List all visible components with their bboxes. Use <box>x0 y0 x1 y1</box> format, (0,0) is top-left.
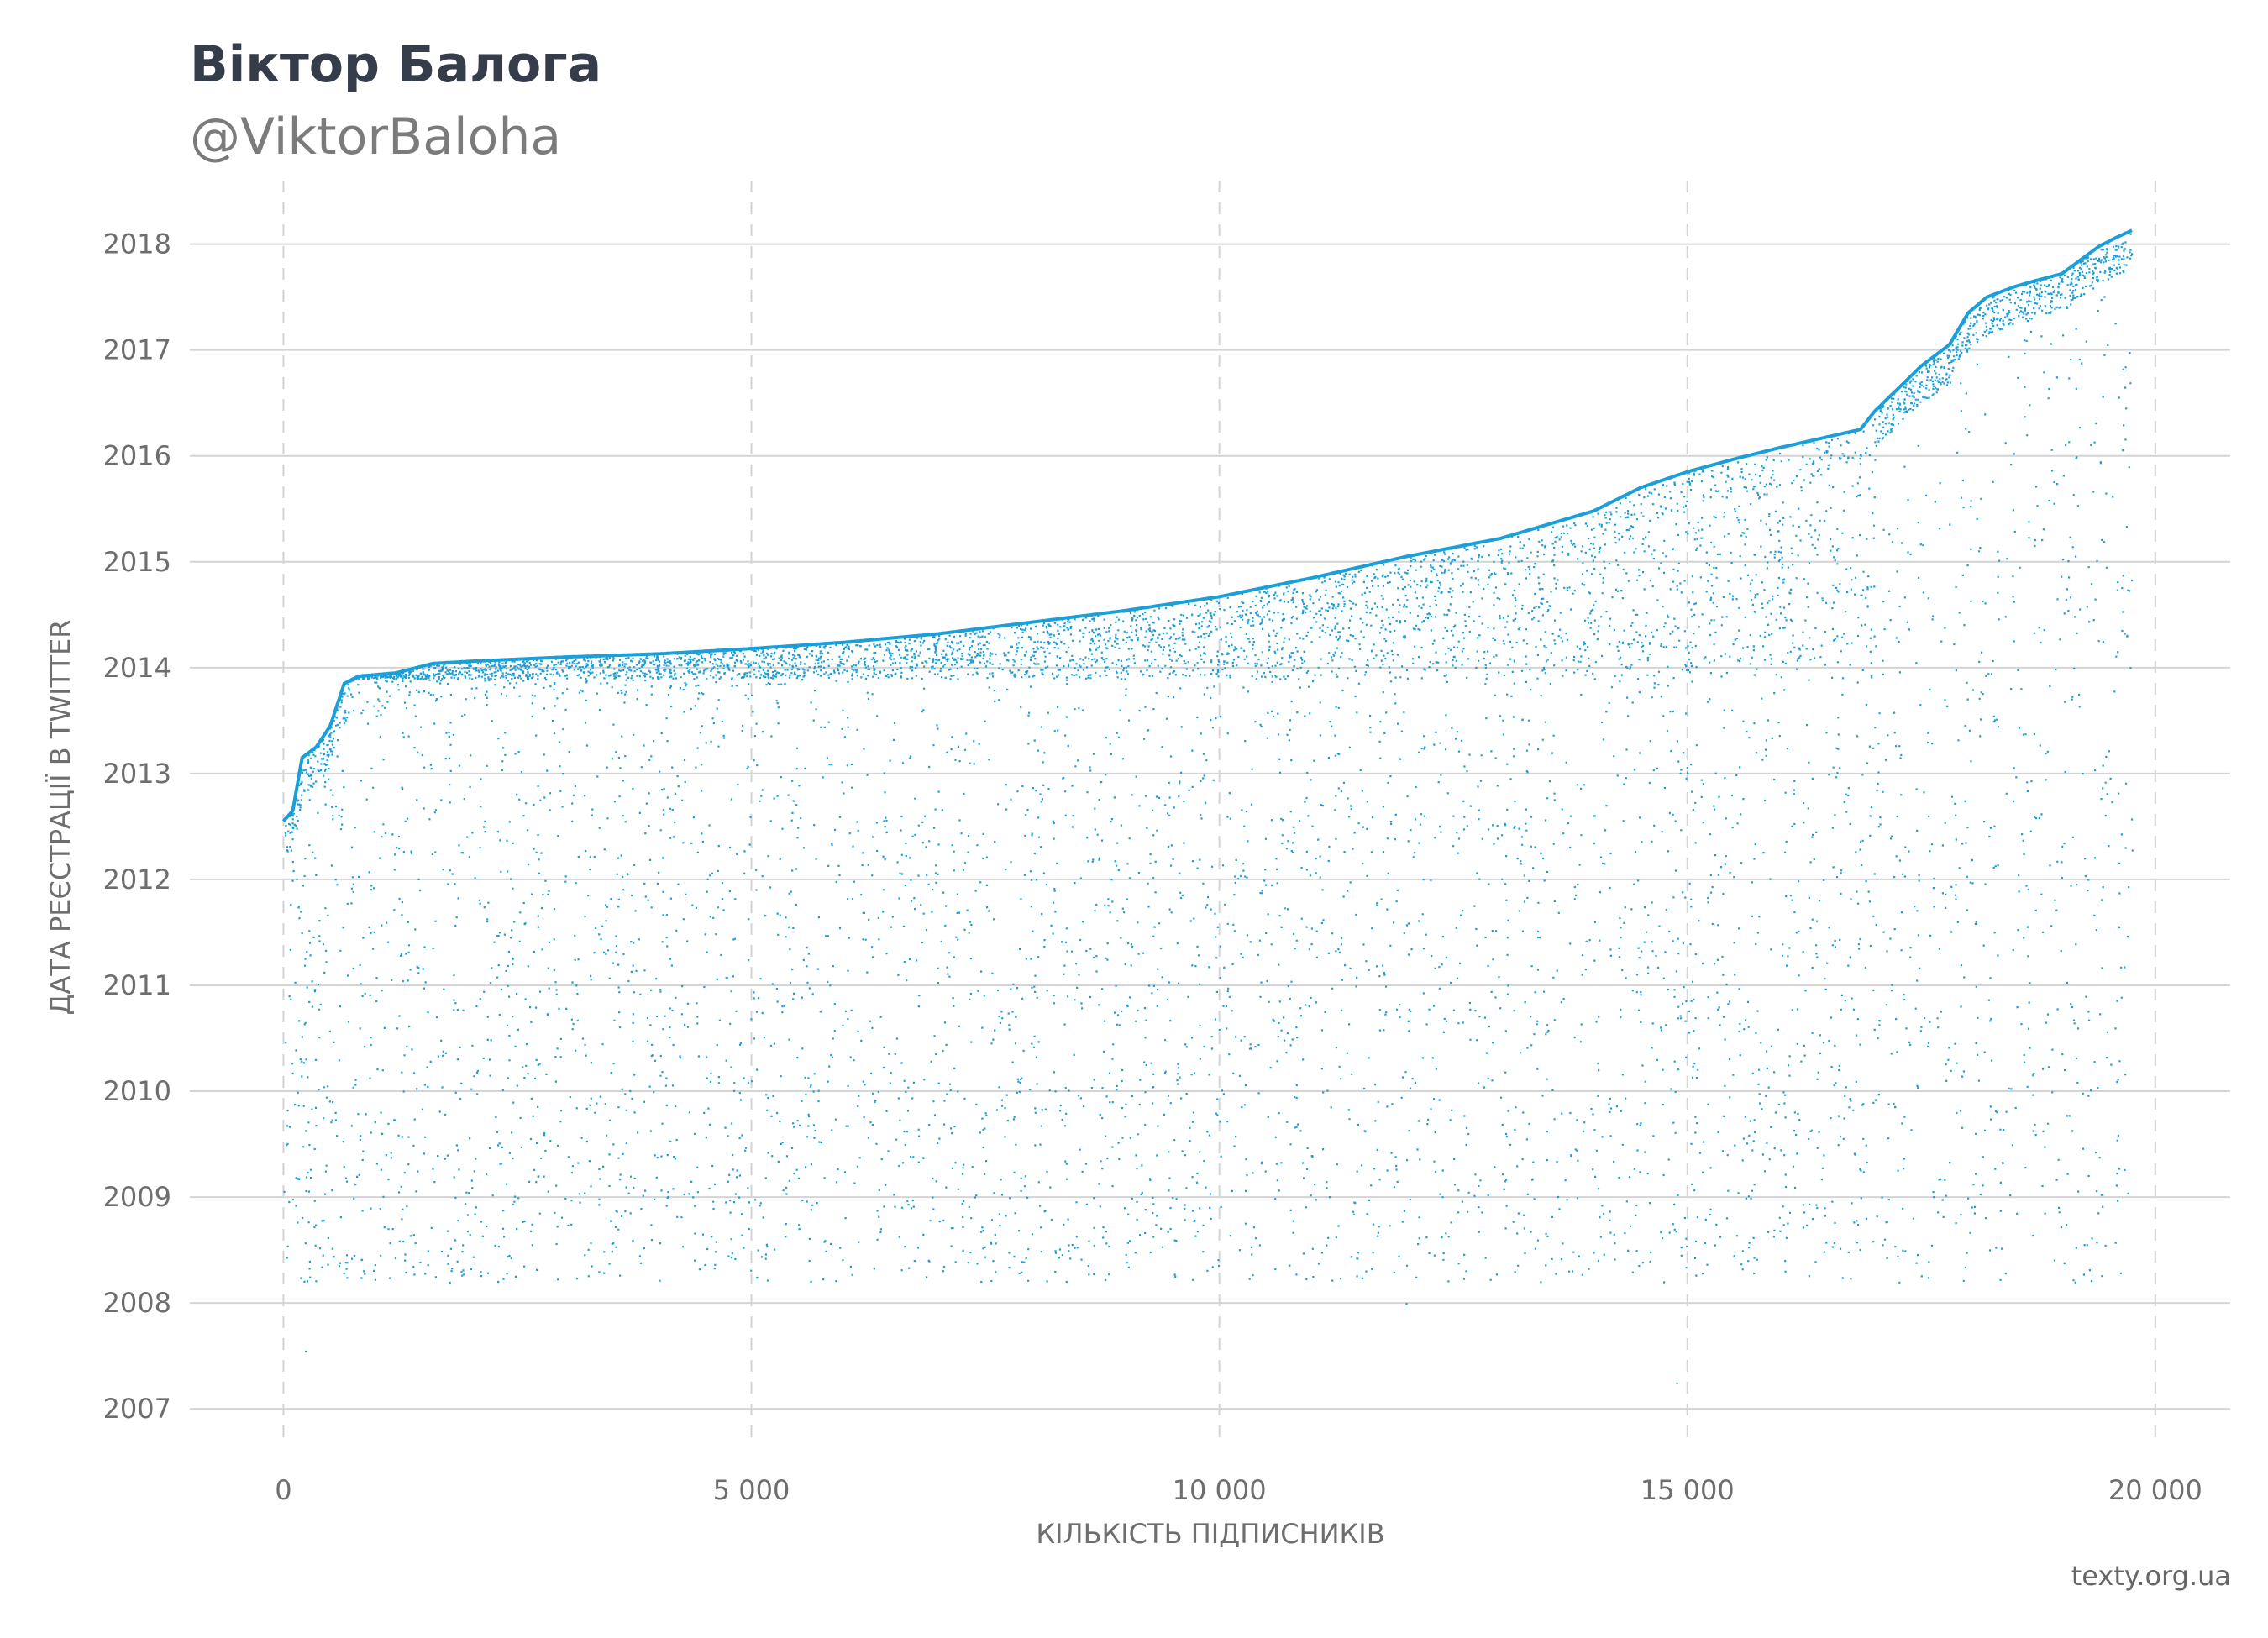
y-tick-label: 2018 <box>103 228 171 260</box>
y-tick-label: 2015 <box>103 546 171 578</box>
chart-title: Віктор Балога <box>190 35 602 94</box>
y-tick-label: 2016 <box>103 440 171 472</box>
x-tick-label: 5 000 <box>713 1474 790 1506</box>
y-tick-label: 2008 <box>103 1287 171 1319</box>
tick-labels-layer: 2007 2008 2009 2010 2011 2012 2013 2014 2015 2016… <box>103 228 2202 1506</box>
x-axis-title: КІЛЬКІСТЬ ПІДПИСНИКІВ <box>1036 1518 1384 1550</box>
y-tick-label: 2010 <box>103 1075 171 1107</box>
upper-envelope <box>281 228 2133 822</box>
y-tick-label: 2011 <box>103 969 171 1001</box>
x-tick-label: 20 000 <box>2108 1474 2202 1506</box>
y-tick-label: 2012 <box>103 864 171 895</box>
x-tick-label: 0 <box>275 1474 291 1506</box>
source-credit: texty.org.ua <box>2071 1560 2231 1592</box>
y-tick-label: 2007 <box>103 1393 171 1425</box>
grid-layer <box>190 181 2230 1441</box>
x-tick-label: 10 000 <box>1173 1474 1267 1506</box>
y-tick-label: 2009 <box>103 1181 171 1213</box>
y-tick-label: 2013 <box>103 758 171 790</box>
y-tick-label: 2014 <box>103 652 171 684</box>
envelope-layer <box>281 228 2133 822</box>
points-layer <box>283 233 2134 1384</box>
data-points <box>283 233 2134 1384</box>
x-tick-label: 15 000 <box>1641 1474 1735 1506</box>
y-tick-label: 2017 <box>103 334 171 366</box>
y-axis-title: ДАТА РЕЄСТРАЦІЇ В TWITTER <box>45 619 76 1015</box>
chart-subtitle: @ViktorBaloha <box>190 108 562 166</box>
